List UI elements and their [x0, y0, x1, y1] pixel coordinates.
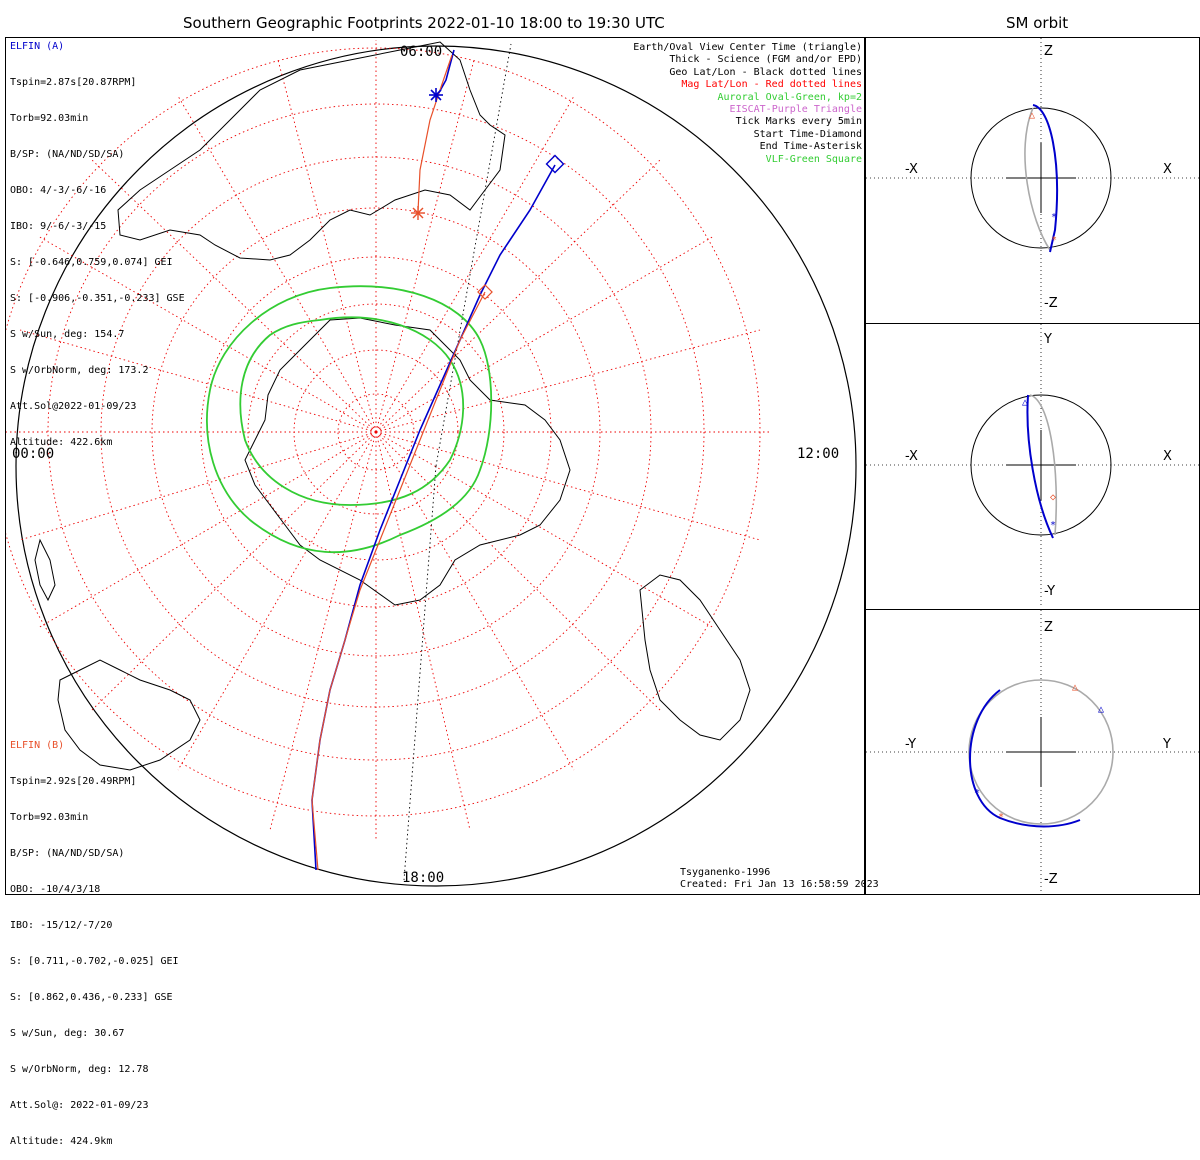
map-title: Southern Geographic Footprints 2022-01-1… — [183, 14, 665, 32]
coastlines — [34, 41, 751, 771]
sm-plot-xz: △ * * — [866, 38, 1199, 322]
elfin-a-line: IBO: 9/-6/-3/-15 — [10, 221, 107, 232]
earth-limb — [15, 45, 857, 887]
elfin-a-line: Tspin=2.87s[20.87RPM] — [10, 77, 137, 88]
elfin-b-end-asterisk — [411, 206, 425, 220]
svg-text:△: △ — [1098, 704, 1104, 715]
auroral-oval — [206, 285, 493, 554]
elfin-b-line: S w/Sun, deg: 30.67 — [10, 1028, 125, 1039]
created-text: Created: Fri Jan 13 16:58:59 2023 — [680, 879, 879, 890]
elfin-a-line: B/SP: (NA/ND/SD/SA) — [10, 149, 125, 160]
sm2-bottom-label: -Y — [1044, 584, 1056, 599]
elfin-a-line: Altitude: 422.6km — [10, 437, 113, 448]
sm3-left-label: -Y — [905, 737, 917, 752]
elfin-a-line: S: [-0.646,0.759,0.074] GEI — [10, 257, 173, 268]
credit-text: Tsyganenko-1996 — [680, 867, 771, 878]
svg-text:*: * — [1051, 235, 1057, 246]
elfin-b-line: B/SP: (NA/ND/SD/SA) — [10, 848, 125, 859]
elfin-b-line: S w/OrbNorm, deg: 12.78 — [10, 1064, 149, 1075]
elfin-a-line: Att.Sol@2022-01-09/23 — [10, 401, 137, 412]
svg-text:△: △ — [1072, 682, 1078, 693]
legend-item: Geo Lat/Lon - Black dotted lines — [669, 66, 862, 78]
elfin-a-start-diamond — [545, 154, 565, 174]
elfin-a-line: S w/Sun, deg: 154.7 — [10, 329, 125, 340]
elfin-a-line: OBO: 4/-3/-6/-16 — [10, 185, 107, 196]
elfin-b-line: IBO: -15/12/-7/20 — [10, 920, 113, 931]
svg-text:*: * — [1050, 520, 1056, 531]
legend-item: End Time-Asterisk — [759, 141, 862, 153]
legend-item: Auroral Oval-Green, kp=2 — [717, 91, 863, 103]
elfin-a-name: ELFIN (A) — [10, 41, 65, 52]
mag-lon-grid — [6, 40, 772, 840]
hour-label-right: 12:00 — [797, 446, 840, 462]
elfin-a-line: Torb=92.03min — [10, 113, 89, 124]
sm2-left-label: -X — [905, 449, 918, 464]
elfin-b-line: S: [0.711,-0.702,-0.025] GEI — [10, 956, 179, 967]
svg-text:*: * — [974, 788, 980, 799]
legend-item: Start Time-Diamond — [753, 128, 862, 140]
svg-text:*: * — [998, 812, 1004, 823]
elfin-a-info: Tspin=2.87s[20.87RPM] Torb=92.03min B/SP… — [10, 53, 185, 461]
footprint-map — [6, 40, 857, 887]
hour-label-left: 00:00 — [12, 446, 55, 462]
hour-label-bottom: 18:00 — [402, 870, 445, 886]
sm-orbit-title: SM orbit — [1006, 14, 1069, 32]
legend-item: Mag Lat/Lon - Red dotted lines — [681, 79, 862, 91]
legend-item: VLF-Green Square — [765, 153, 862, 165]
elfin-b-line: OBO: -10/4/3/18 — [10, 884, 101, 895]
elfin-b-line: Att.Sol@: 2022-01-09/23 — [10, 1100, 149, 1111]
sm-orbit-plots: △ * * △ ◇ * △ △ * * — [866, 38, 1199, 894]
elfin-b-line: Torb=92.03min — [10, 812, 89, 823]
sm-plot-yz: △ △ * * — [866, 610, 1199, 894]
map-panel — [5, 37, 865, 895]
legend-item: EISCAT-Purple Triangle — [729, 104, 862, 116]
elfin-b-name: ELFIN (B) — [10, 740, 65, 751]
elfin-b-line: Altitude: 424.9km — [10, 1136, 113, 1147]
elfin-b-line: Tspin=2.92s[20.49RPM] — [10, 776, 137, 787]
elfin-a-end-asterisk — [429, 88, 443, 102]
sm3-right-label: Y — [1163, 737, 1171, 752]
geo-grid — [403, 43, 512, 881]
legend-item: Tick Marks every 5min — [735, 116, 862, 128]
map-legend: Earth/Oval View Center Time (triangle) T… — [633, 42, 862, 166]
hour-label-top: 06:00 — [400, 44, 443, 60]
sm3-bottom-label: -Z — [1044, 872, 1058, 887]
sm2-top-label: Y — [1044, 332, 1052, 347]
svg-text:△: △ — [1022, 397, 1028, 408]
sm1-top-label: Z — [1044, 44, 1053, 59]
elfin-a-line: S w/OrbNorm, deg: 173.2 — [10, 365, 149, 376]
sm-plot-xy: △ ◇ * — [866, 324, 1199, 608]
sm1-left-label: -X — [905, 162, 918, 177]
svg-text:△: △ — [1029, 110, 1035, 121]
sm1-bottom-label: -Z — [1044, 296, 1058, 311]
svg-text:*: * — [1051, 212, 1057, 223]
elfin-b-track — [311, 54, 486, 871]
svg-text:◇: ◇ — [1050, 492, 1056, 503]
sm3-top-label: Z — [1044, 620, 1053, 635]
legend-item: Earth/Oval View Center Time (triangle) — [633, 42, 862, 53]
sm1-right-label: X — [1163, 162, 1172, 177]
elfin-b-line: S: [0.862,0.436,-0.233] GSE — [10, 992, 173, 1003]
elfin-a-line: S: [-0.906,-0.351,-0.233] GSE — [10, 293, 185, 304]
legend-item: Thick - Science (FGM and/or EPD) — [669, 54, 862, 66]
elfin-b-start-diamond — [477, 284, 493, 300]
sm2-right-label: X — [1163, 449, 1172, 464]
